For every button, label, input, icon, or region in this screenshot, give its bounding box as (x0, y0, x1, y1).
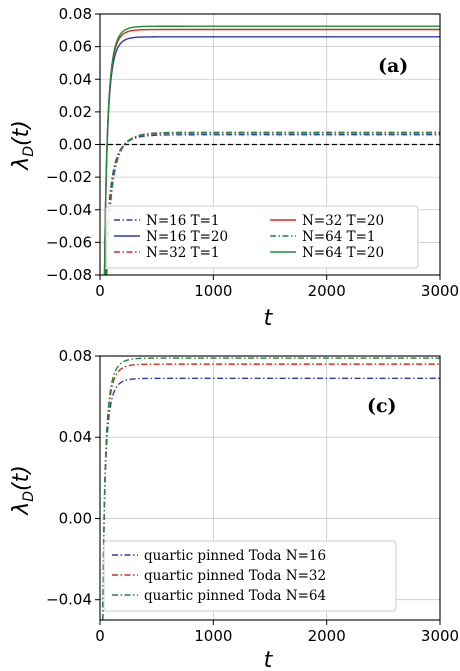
y-axis-label-a-sub: D (21, 146, 37, 157)
series-line-c-0 (102, 377, 440, 620)
series-line-a-5 (103, 25, 440, 275)
legend-label-a-1: N=16 T=20 (146, 229, 228, 245)
y-tick-label-c-1: 0.00 (59, 509, 92, 527)
y-tick-label-c-2: 0.04 (59, 428, 92, 446)
x-tick-label-c-1: 1000 (194, 627, 232, 645)
series-line-c-1 (102, 363, 440, 620)
x-tick-label-a-0: 0 (95, 282, 105, 300)
series-line-a-2 (105, 132, 440, 275)
series-line-a-1 (103, 36, 440, 275)
legend-c: quartic pinned Toda N=16 quartic pinned T… (103, 540, 397, 612)
x-tick-label-c-3: 3000 (421, 627, 459, 645)
plot-frame-c (99, 355, 441, 621)
y-tick-label-a-3: −0.02 (46, 168, 92, 186)
y-axis-label-c: λD(t) (9, 465, 37, 516)
x-axis-label-a: t (264, 306, 274, 331)
panel-label-a: (a) (378, 55, 408, 77)
legend-label-a-5: N=64 T=20 (302, 245, 384, 261)
legend-label-c-2: quartic pinned Toda N=64 (144, 588, 326, 604)
x-tick-label-a-3: 3000 (421, 282, 459, 300)
legend-label-a-3: N=32 T=20 (302, 213, 384, 229)
legend-label-a-0: N=16 T=1 (146, 213, 220, 229)
x-tick-label-c-2: 2000 (308, 627, 346, 645)
y-axis-label-a-tail: (t) (9, 120, 34, 146)
panel-label-c: (c) (367, 395, 397, 417)
y-tick-label-a-6: 0.04 (59, 70, 92, 88)
x-axis-label-c: t (264, 648, 274, 671)
y-tick-label-a-2: −0.04 (46, 201, 92, 219)
series-line-a-4 (106, 131, 440, 275)
y-tick-label-a-8: 0.08 (59, 5, 92, 23)
y-tick-label-a-5: 0.02 (59, 103, 92, 121)
y-tick-label-a-0: −0.08 (46, 266, 92, 284)
y-axis-label-a-main: λ (9, 157, 34, 171)
legend-label-a-4: N=64 T=1 (302, 229, 376, 245)
series-line-a-0 (104, 134, 440, 275)
legend-label-c-1: quartic pinned Toda N=32 (144, 568, 326, 584)
y-tick-label-a-4: 0.00 (59, 136, 92, 154)
y-axis-label-c-sub: D (21, 491, 37, 502)
legend-label-c-0: quartic pinned Toda N=16 (144, 548, 326, 564)
legend-label-a-2: N=32 T=1 (146, 245, 220, 261)
y-tick-label-a-7: 0.06 (59, 38, 92, 56)
series-line-c-2 (102, 357, 440, 620)
series-line-a-3 (103, 28, 440, 275)
y-tick-label-c-0: −0.04 (46, 591, 92, 609)
y-axis-label-c-main: λ (9, 502, 34, 516)
x-tick-label-c-0: 0 (95, 627, 105, 645)
y-axis-label-a: λD(t) (9, 120, 37, 171)
legend-a: N=16 T=1N=16 T=20N=32 T=1N=32 T=20N=64 T… (105, 205, 419, 269)
x-tick-label-a-2: 2000 (308, 282, 346, 300)
chart-panel-a: (a) t λD(t) 0 1000 2000 3000 −0.08 −0.06 −0.04… (9, 5, 459, 331)
y-tick-label-a-1: −0.06 (46, 233, 92, 251)
legend-box-c (103, 540, 397, 612)
y-tick-label-c-3: 0.08 (59, 347, 92, 365)
chart-panel-c: (c) t λD(t) 0 1000 2000 3000 −0.04 0.00 0.04 0.… (9, 347, 459, 671)
legend-box-a (105, 205, 419, 269)
x-tick-label-a-1: 1000 (194, 282, 232, 300)
y-axis-label-c-tail: (t) (9, 465, 34, 491)
